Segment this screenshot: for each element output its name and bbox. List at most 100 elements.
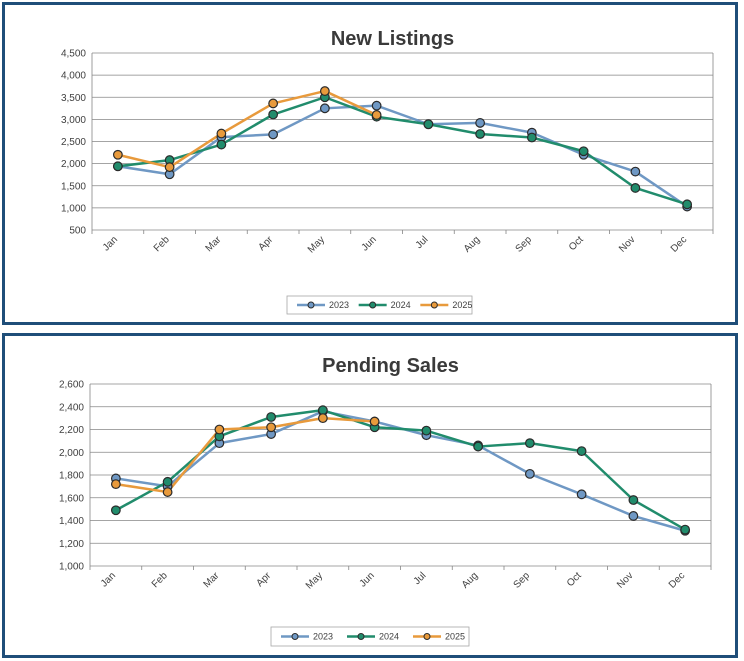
data-point-2024 (628, 495, 639, 505)
data-point-2024 (576, 446, 587, 457)
data-point-2025 (371, 110, 382, 120)
y-tick-label: 1,000 (61, 203, 86, 214)
data-point-2024 (266, 412, 277, 422)
data-point-2024 (423, 119, 434, 130)
x-tick-label: Dec (667, 570, 687, 590)
data-point-2024 (524, 438, 535, 449)
legend-swatch-marker (423, 633, 431, 640)
data-point-2024 (268, 109, 279, 120)
y-tick-label: 4,000 (61, 71, 86, 82)
data-point-2025 (164, 162, 175, 173)
legend-label: 2024 (391, 300, 411, 310)
data-point-2024 (578, 146, 589, 157)
y-tick-label: 500 (69, 226, 86, 237)
series-line-2024 (116, 96, 689, 206)
x-tick-label: Nov (617, 234, 637, 254)
x-tick-label: Aug (462, 234, 482, 254)
data-point-2023 (576, 489, 587, 500)
data-point-2023 (475, 118, 486, 128)
data-point-2025 (369, 416, 380, 427)
data-point-2024 (682, 199, 693, 210)
y-tick-label: 3,500 (61, 93, 86, 104)
y-tick-label: 1,800 (59, 471, 84, 482)
series-line-2024 (114, 408, 687, 531)
data-point-2025 (214, 424, 225, 435)
data-point-2025 (112, 149, 123, 160)
data-point-2025 (268, 98, 279, 109)
data-point-2023 (524, 468, 535, 479)
data-point-2025 (162, 487, 173, 497)
y-tick-label: 3,000 (61, 115, 86, 126)
y-tick-label: 2,000 (61, 159, 86, 170)
y-tick-label: 2,000 (59, 448, 84, 459)
y-tick-label: 2,200 (59, 425, 84, 436)
data-point-2023 (268, 129, 279, 140)
x-tick-label: Jun (358, 570, 377, 589)
legend-swatch-marker (307, 301, 315, 309)
legend-swatch-marker (369, 301, 377, 309)
x-tick-label: May (304, 570, 325, 591)
y-tick-label: 1,000 (59, 562, 84, 573)
legend-label: 2023 (313, 632, 333, 642)
data-point-2024 (680, 524, 691, 535)
y-tick-label: 4,500 (61, 49, 86, 60)
data-point-2024 (475, 129, 486, 139)
data-point-2024 (112, 161, 123, 172)
x-tick-label: Mar (202, 570, 222, 590)
x-tick-label: Jan (99, 570, 118, 589)
y-tick-label: 1,400 (59, 516, 84, 527)
chart-title: Pending Sales (322, 355, 459, 377)
pending-sales-chart: Pending Sales 1,000 1,200 1,400 1,600 1,800 2,… (59, 355, 712, 647)
data-point-2023 (371, 100, 382, 111)
y-tick-label: 1,200 (59, 539, 84, 550)
x-tick-label: Nov (615, 570, 635, 590)
y-tick-label: 2,600 (59, 380, 84, 391)
legend-label: 2024 (379, 632, 399, 642)
x-tick-label: May (306, 234, 327, 255)
x-tick-label: Aug (460, 570, 480, 590)
data-point-2023 (628, 511, 639, 521)
data-point-2025 (110, 479, 121, 490)
y-tick-label: 1,500 (61, 181, 86, 192)
x-tick-label: Jul (414, 234, 431, 251)
data-point-2025 (319, 86, 330, 96)
x-tick-label: Dec (669, 234, 689, 254)
x-tick-label: Mar (204, 234, 224, 254)
legend-label: 2023 (329, 300, 349, 310)
x-tick-label: Apr (256, 234, 275, 253)
new-listings-panel: New Listings 500 1,000 1,500 2,000 2,500 3,000… (2, 2, 738, 325)
legend-swatch-marker (430, 301, 438, 309)
data-point-2024 (473, 441, 484, 452)
y-tick-label: 1,600 (59, 493, 84, 504)
data-point-2025 (266, 422, 277, 433)
data-point-2023 (319, 103, 330, 114)
data-point-2024 (526, 132, 537, 143)
x-tick-label: Sep (514, 234, 535, 255)
data-point-2024 (317, 405, 328, 416)
x-tick-label: Oct (567, 234, 586, 253)
data-point-2024 (421, 425, 432, 436)
legend-swatch-marker (291, 633, 299, 640)
x-tick-label: Feb (150, 570, 170, 590)
y-tick-label: 2,500 (61, 137, 86, 148)
legend-swatch-marker (357, 633, 365, 640)
legend-label: 2025 (445, 632, 465, 642)
y-tick-label: 2,400 (59, 402, 84, 413)
pending-sales-panel: Pending Sales 1,000 1,200 1,400 1,600 1,800 2,… (2, 333, 738, 658)
data-point-2025 (317, 413, 328, 424)
data-point-2023 (630, 166, 641, 177)
series-line-2025 (114, 416, 376, 494)
data-point-2024 (630, 183, 641, 193)
x-tick-label: Jun (360, 234, 379, 253)
data-point-2024 (110, 505, 121, 516)
x-tick-label: Apr (254, 570, 273, 589)
x-tick-label: Jul (412, 570, 429, 587)
data-point-2024 (162, 476, 173, 487)
data-point-2025 (216, 128, 227, 139)
data-point-2024 (216, 139, 227, 150)
x-tick-label: Sep (512, 570, 533, 591)
new-listings-chart: New Listings 500 1,000 1,500 2,000 2,500 3,000… (61, 28, 714, 315)
series-line-2025 (116, 89, 378, 169)
legend-label: 2025 (452, 300, 472, 310)
chart-title: New Listings (331, 28, 454, 50)
